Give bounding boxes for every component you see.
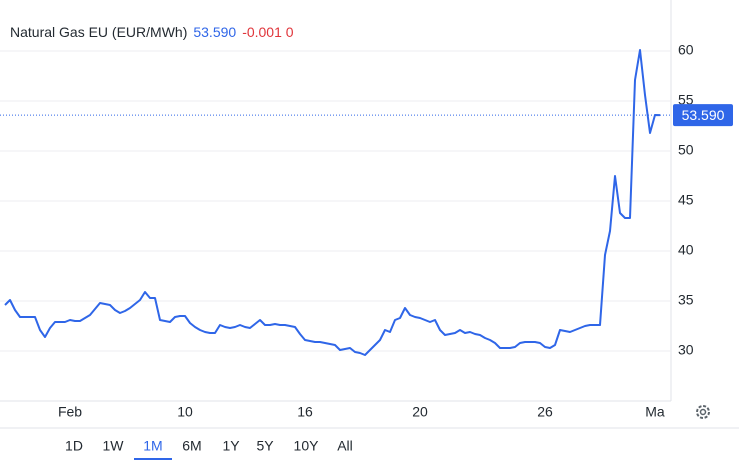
price-change: -0.001 0 — [242, 24, 294, 40]
y-tick-label: 35 — [678, 292, 694, 308]
y-tick-label: 40 — [678, 242, 694, 258]
range-button[interactable]: 1M — [143, 438, 162, 454]
y-tick-label: 60 — [678, 42, 694, 58]
range-button[interactable]: 10Y — [294, 438, 320, 454]
x-tick-label: 26 — [537, 404, 553, 420]
x-tick-label: Feb — [58, 404, 82, 420]
range-button[interactable]: 1D — [65, 438, 83, 454]
y-tick-label: 45 — [678, 192, 694, 208]
y-tick-label: 55 — [678, 92, 694, 108]
range-button[interactable]: 6M — [182, 438, 201, 454]
range-button[interactable]: 1Y — [222, 438, 240, 454]
y-tick-label: 30 — [678, 342, 694, 358]
range-button[interactable]: All — [337, 438, 353, 454]
settings-icon[interactable] — [696, 405, 710, 419]
last-price-tag-label: 53.590 — [682, 107, 725, 123]
x-tick-label: Ma — [645, 404, 665, 420]
y-tick-label: 50 — [678, 142, 694, 158]
chart-header: Natural Gas EU (EUR/MWh) 53.590 -0.001 0 — [10, 24, 294, 40]
range-button[interactable]: 5Y — [256, 438, 274, 454]
x-tick-label: 20 — [412, 404, 428, 420]
x-tick-label: 10 — [177, 404, 193, 420]
last-price: 53.590 — [193, 24, 236, 40]
last-price-tag — [673, 104, 733, 127]
range-button[interactable]: 1W — [103, 438, 125, 454]
price-line — [4, 49, 661, 356]
x-tick-label: 16 — [297, 404, 313, 420]
chart-title: Natural Gas EU (EUR/MWh) — [10, 24, 187, 40]
